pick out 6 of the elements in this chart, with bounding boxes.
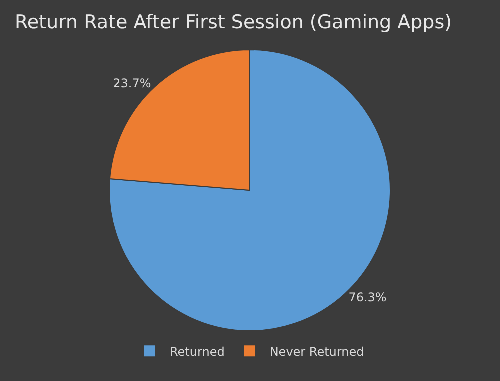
- data-label: 76.3%: [348, 290, 387, 305]
- data-label: 23.7%: [113, 76, 152, 90]
- chart-title: Return Rate After First Session (Gaming Apps): [15, 12, 452, 34]
- legend-label: Never Returned: [270, 344, 364, 359]
- legend-label: Returned: [170, 344, 225, 359]
- pie-slice: [109, 50, 391, 332]
